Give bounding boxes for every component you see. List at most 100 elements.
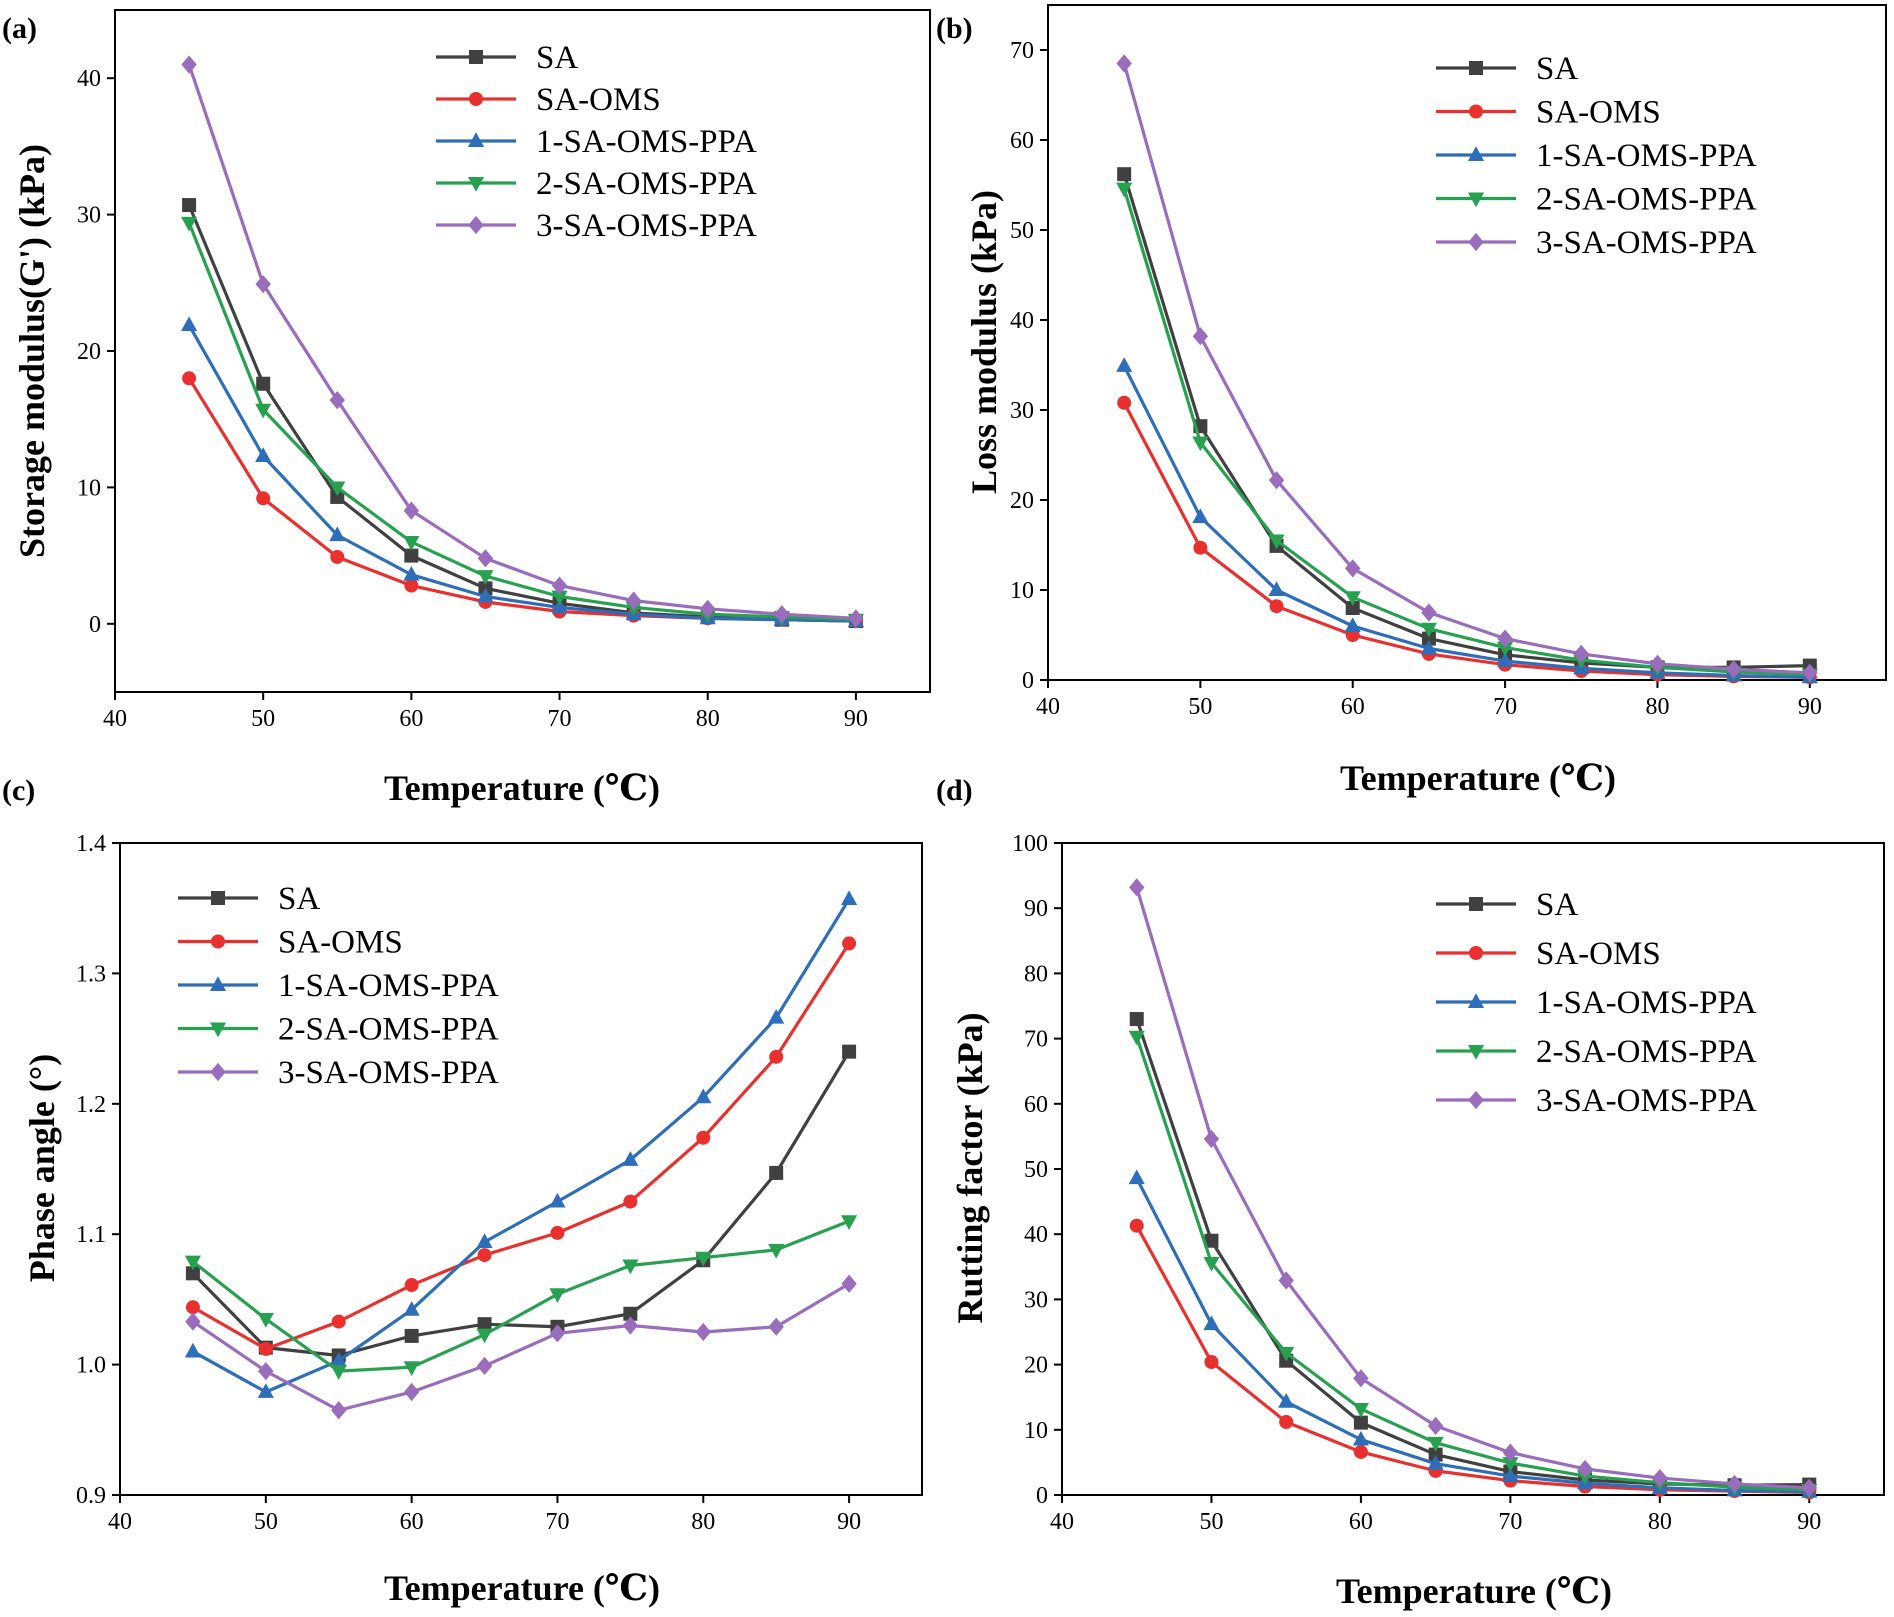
panel-b-point-2-sa-oms-ppa <box>1420 622 1437 638</box>
panel-d-point-3-sa-oms-ppa <box>1577 1459 1593 1479</box>
panel-c-point-1-sa-oms-ppa <box>768 1008 785 1024</box>
panel-c-line-sa-oms <box>192 942 851 1351</box>
panel-c-point-1-sa-oms-ppa <box>549 1192 566 1208</box>
panel-b-point-sa <box>1117 167 1132 182</box>
panel-c-point-sa-oms <box>477 1248 492 1263</box>
panel-d-legend-entry-3-sa-oms-ppa: 3-SA-OMS-PPA <box>1436 1083 1757 1119</box>
panel-d-legend: SA SA-OMS 1-SA-OMS-PPA 2-SA-OMS-PPA 3-SA-OMS… <box>1436 887 1757 1119</box>
panel-d-legend-marker-sa <box>1469 897 1483 911</box>
panel-d-point-1-sa-oms-ppa <box>1427 1454 1444 1470</box>
panel-c-legend-marker-sa-oms <box>211 934 225 949</box>
panel-d-point-3-sa-oms-ppa <box>1353 1369 1369 1388</box>
panel-b-legend-marker-2-sa-oms-ppa <box>1467 192 1485 208</box>
panel-d-series-3-sa-oms-ppa <box>1129 878 1817 1497</box>
panel-c-point-sa-oms <box>623 1194 638 1209</box>
panel-b-legend-label-1-sa-oms-ppa: 1-SA-OMS-PPA <box>1536 138 1757 174</box>
panel-d-x-tick-label: 60 <box>1349 1509 1373 1535</box>
panel-d-point-sa-oms <box>1353 1444 1368 1459</box>
panel-b-point-sa <box>1345 601 1360 615</box>
panel-c-series <box>184 890 858 1420</box>
panel-a-x-tick-label: 90 <box>844 706 868 732</box>
panel-c-point-2-sa-oms-ppa <box>330 1365 347 1380</box>
panel-a-line-1-sa-oms-ppa <box>187 324 856 623</box>
panel-a-point-1-sa-oms-ppa <box>477 587 494 603</box>
panel-c-legend-marker-3-sa-oms-ppa <box>210 1062 226 1082</box>
panel-c-point-sa <box>185 1266 200 1281</box>
panel-c-legend-label-sa-oms: SA-OMS <box>278 925 403 961</box>
panel-d-point-2-sa-oms-ppa <box>1128 1030 1145 1046</box>
panel-a-y-tick-label: 20 <box>77 339 101 365</box>
panel-a-point-2-sa-oms-ppa <box>329 481 346 497</box>
panel-c-point-1-sa-oms-ppa <box>403 1301 420 1316</box>
panel-a-legend-marker-sa-oms <box>469 92 483 106</box>
panel-b-legend-label-sa-oms: SA-OMS <box>1536 95 1661 131</box>
panel-c-legend-entry-sa: SA <box>178 881 320 917</box>
panel-a-point-sa <box>256 376 271 391</box>
panel-d-y-tick-label: 40 <box>1024 1222 1048 1248</box>
panel-a-point-1-sa-oms-ppa <box>181 316 198 332</box>
panel-d-y-tick-label: 80 <box>1024 961 1048 987</box>
panel-b-point-1-sa-oms-ppa <box>1192 508 1209 524</box>
panel-c-series-2-sa-oms-ppa <box>184 1215 858 1380</box>
panel-b-series-3-sa-oms-ppa <box>1116 54 1818 682</box>
panel-c-point-1-sa-oms-ppa <box>622 1151 639 1166</box>
panel-a-legend-label-1-sa-oms-ppa: 1-SA-OMS-PPA <box>536 124 757 160</box>
panel-c-point-sa-oms <box>769 1049 784 1064</box>
panel-b-y-tick-label: 50 <box>1010 218 1034 244</box>
panel-a-point-1-sa-oms-ppa <box>403 565 420 581</box>
panel-c-legend-marker-sa <box>211 891 225 905</box>
panel-b-legend-entry-1-sa-oms-ppa: 1-SA-OMS-PPA <box>1436 138 1757 174</box>
panel-a-point-sa-oms <box>182 371 197 386</box>
panel-c-legend-entry-1-sa-oms-ppa: 1-SA-OMS-PPA <box>178 968 499 1004</box>
panel-d-x-tick-label: 70 <box>1498 1509 1522 1535</box>
panel-b-legend-entry-2-sa-oms-ppa: 2-SA-OMS-PPA <box>1436 182 1757 218</box>
panel-c-x-axis-title: Temperature (℃) <box>384 1568 660 1608</box>
panel-d-legend-entry-sa: SA <box>1436 887 1578 923</box>
panel-d-point-sa-oms <box>1279 1414 1294 1429</box>
panel-d-y-tick-label: 70 <box>1024 1027 1048 1053</box>
panel-c-legend-label-1-sa-oms-ppa: 1-SA-OMS-PPA <box>278 968 499 1004</box>
panel-d-rutting-factor: (d) 40 50 60 70 80 90 0102030405060708090100 … <box>936 774 1885 1611</box>
panel-c-y-tick-label: 1.3 <box>76 961 106 987</box>
panel-b-y-tick-label: 10 <box>1010 578 1034 604</box>
panel-b-y-tick-label: 60 <box>1010 128 1034 154</box>
panel-b-point-3-sa-oms-ppa <box>1268 471 1285 490</box>
panel-a-point-sa <box>404 548 419 563</box>
panel-c-point-3-sa-oms-ppa <box>331 1401 347 1420</box>
panel-a-series-3-sa-oms-ppa <box>181 55 864 628</box>
panel-c-legend-label-3-sa-oms-ppa: 3-SA-OMS-PPA <box>278 1055 499 1091</box>
panel-d-point-sa-oms <box>1204 1354 1219 1369</box>
panel-d-y-tick-label: 60 <box>1024 1092 1048 1118</box>
panel-a-legend-marker-3-sa-oms-ppa <box>468 215 484 235</box>
panel-c-line-2-sa-oms-ppa <box>191 1219 850 1373</box>
panel-a-y-tick-label: 40 <box>77 66 101 92</box>
panel-b-y-axis-title: Loss modulus (kPa) <box>964 190 1004 494</box>
panel-b-point-1-sa-oms-ppa <box>1268 581 1285 596</box>
panel-c-y-tick-label: 1.1 <box>76 1222 106 1248</box>
panel-c-point-3-sa-oms-ppa <box>403 1382 420 1402</box>
panel-d-point-sa <box>1204 1233 1219 1248</box>
panel-c-point-2-sa-oms-ppa <box>841 1215 858 1230</box>
panel-c-point-sa <box>404 1328 419 1343</box>
panel-a-series <box>181 55 864 629</box>
panel-c-y-tick-label: 1.2 <box>76 1092 106 1118</box>
panel-b-plot-frame <box>1047 4 1887 681</box>
panel-d-y-tick-label: 0 <box>1036 1483 1048 1509</box>
panel-a-line-2-sa-oms-ppa <box>187 222 856 622</box>
panel-a-y-axis-title: Storage modulus(G') (kPa) <box>12 144 52 558</box>
panel-b-line-1-sa-oms-ppa <box>1122 365 1810 679</box>
panel-d-point-sa <box>1129 1012 1144 1027</box>
panel-c-point-3-sa-oms-ppa <box>695 1322 711 1342</box>
panel-b-point-3-sa-oms-ppa <box>1421 603 1437 622</box>
panel-b-point-2-sa-oms-ppa <box>1497 641 1514 657</box>
panel-a-legend-label-3-sa-oms-ppa: 3-SA-OMS-PPA <box>536 208 757 244</box>
panel-d-legend-entry-2-sa-oms-ppa: 2-SA-OMS-PPA <box>1436 1034 1757 1070</box>
panel-c-legend-entry-sa-oms: SA-OMS <box>178 925 403 961</box>
panel-c-point-2-sa-oms-ppa <box>403 1361 420 1376</box>
panel-c-point-2-sa-oms-ppa <box>184 1255 201 1271</box>
panel-a-point-2-sa-oms-ppa <box>477 570 494 585</box>
panel-b-point-2-sa-oms-ppa <box>1344 591 1361 606</box>
panel-a-point-2-sa-oms-ppa <box>403 536 420 551</box>
panel-b-x-ticks: 40 50 60 70 80 90 <box>1036 680 1822 720</box>
panel-a-x-tick-label: 40 <box>103 706 127 732</box>
